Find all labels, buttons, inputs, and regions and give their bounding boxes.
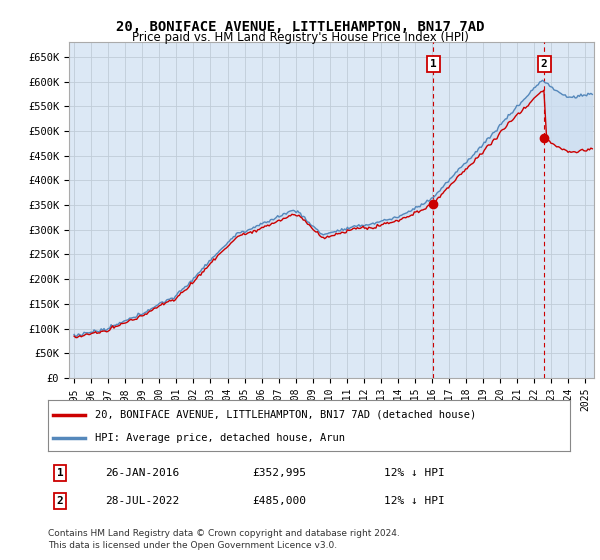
Text: 20, BONIFACE AVENUE, LITTLEHAMPTON, BN17 7AD: 20, BONIFACE AVENUE, LITTLEHAMPTON, BN17…: [116, 20, 484, 34]
Text: 2: 2: [541, 59, 547, 69]
Text: Price paid vs. HM Land Registry's House Price Index (HPI): Price paid vs. HM Land Registry's House …: [131, 31, 469, 44]
Text: Contains HM Land Registry data © Crown copyright and database right 2024.
This d: Contains HM Land Registry data © Crown c…: [48, 529, 400, 550]
Text: 28-JUL-2022: 28-JUL-2022: [105, 496, 179, 506]
Text: 1: 1: [56, 468, 64, 478]
Text: 26-JAN-2016: 26-JAN-2016: [105, 468, 179, 478]
Text: £352,995: £352,995: [252, 468, 306, 478]
Text: 12% ↓ HPI: 12% ↓ HPI: [384, 468, 445, 478]
Text: 12% ↓ HPI: 12% ↓ HPI: [384, 496, 445, 506]
Text: 1: 1: [430, 59, 437, 69]
Text: HPI: Average price, detached house, Arun: HPI: Average price, detached house, Arun: [95, 433, 345, 443]
Text: £485,000: £485,000: [252, 496, 306, 506]
Text: 2: 2: [56, 496, 64, 506]
Text: 20, BONIFACE AVENUE, LITTLEHAMPTON, BN17 7AD (detached house): 20, BONIFACE AVENUE, LITTLEHAMPTON, BN17…: [95, 409, 476, 419]
